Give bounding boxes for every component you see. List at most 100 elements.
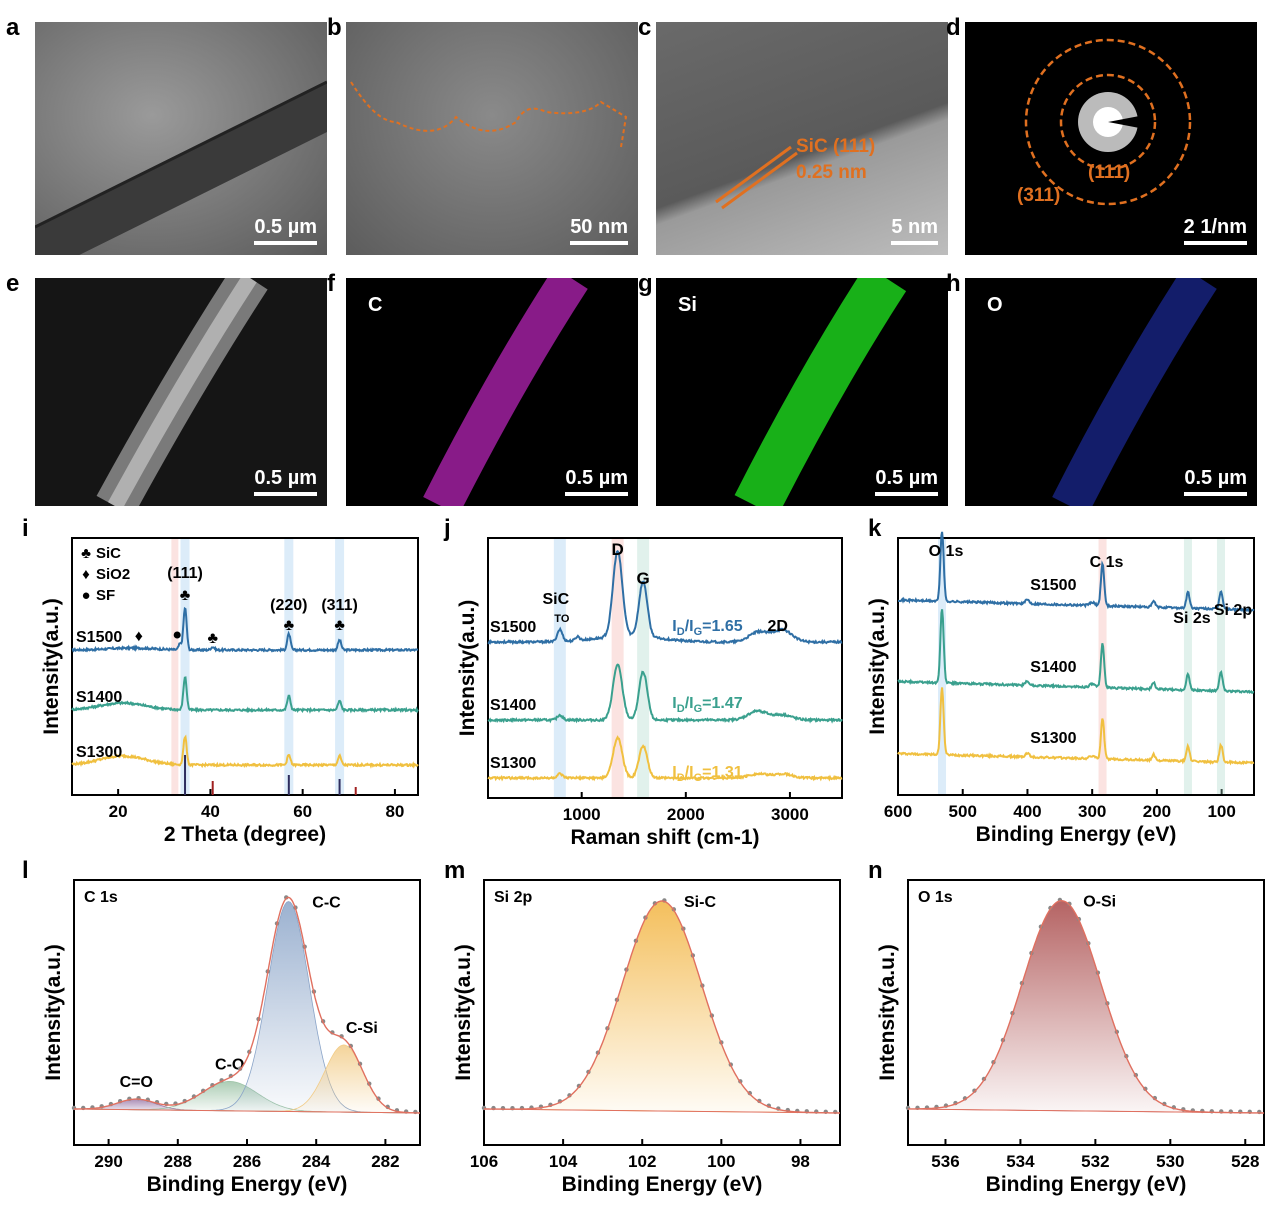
xps-survey-chart: k 600 500 400 300 200 100 Binding Energy (eV) In… xyxy=(866,515,1255,846)
y-axis-label: Intensity(a.u.) xyxy=(42,944,65,1081)
panel-letter-n: n xyxy=(868,857,883,884)
component-label: C-Si xyxy=(346,1020,378,1037)
element-label-si: Si xyxy=(678,294,697,316)
panel-letter-l: l xyxy=(22,857,29,884)
ring-label-311: (311) xyxy=(1017,185,1061,206)
series-line-S1500 xyxy=(487,549,843,646)
sem-image-e: 0.5 µm xyxy=(35,278,327,506)
hrtem-image-c: SiC (111) 0.25 nm 5 nm xyxy=(656,22,948,255)
series-line-S1300 xyxy=(897,687,1255,766)
panel-title: Si 2p xyxy=(494,889,532,906)
legend-label: SiC xyxy=(96,545,121,562)
envelope-fit xyxy=(484,900,840,1114)
scale-bar-a: 0.5 µm xyxy=(254,216,317,245)
scale-bar-e: 0.5 µm xyxy=(254,467,317,496)
series-label: S1500 xyxy=(490,619,536,636)
xps-o1s-chart: n 536 534 532 530 528 Binding Energy (eV) Inten… xyxy=(868,857,1265,1196)
highlight-band xyxy=(171,539,179,794)
xps-si2p-chart: m 106 104 102 100 98 Binding Energy (eV) Intens… xyxy=(444,857,841,1196)
sic-marker: ♣ xyxy=(334,617,345,634)
x-tick-label: 290 xyxy=(94,1152,122,1171)
y-axis-label: Intensity(a.u.) xyxy=(456,600,479,737)
series-label: S1300 xyxy=(490,755,536,772)
x-tick-label: 536 xyxy=(931,1152,959,1171)
panel-letter-d: d xyxy=(946,14,961,41)
band-label: 2D xyxy=(767,618,787,635)
series-line-S1500 xyxy=(898,531,1255,613)
x-tick-label: 400 xyxy=(1013,802,1041,821)
eds-map-si: Si 0.5 µm xyxy=(656,278,948,506)
xrd-chart: i 20 40 60 80 2 Theta (degree) Intensity(a.u.)… xyxy=(22,515,419,846)
sf-marker xyxy=(173,631,181,639)
y-axis-label: Intensity(a.u.) xyxy=(40,598,63,735)
lattice-label: SiC (111) 0.25 nm xyxy=(796,136,876,183)
scale-bar-h: 0.5 µm xyxy=(1184,467,1247,496)
series-line-S1400 xyxy=(71,676,419,714)
scale-bar-c: 5 nm xyxy=(891,216,938,245)
sio2-marker: ♦ xyxy=(135,628,143,645)
x-tick-label: 106 xyxy=(470,1152,498,1171)
data-point xyxy=(652,901,658,906)
x-axis-label: Binding Energy (eV) xyxy=(976,823,1177,846)
panel-title: O 1s xyxy=(918,889,953,906)
plot-frame xyxy=(483,879,841,1146)
highlight-band xyxy=(1216,539,1225,794)
highlight-band xyxy=(938,539,947,794)
x-tick-label: 600 xyxy=(884,802,912,821)
eds-map-o: O 0.5 µm xyxy=(965,278,1257,506)
peak-label: (111) xyxy=(167,565,203,582)
legend-symbol: ● xyxy=(81,587,90,604)
x-tick-label: 530 xyxy=(1156,1152,1184,1171)
component-label: Si-C xyxy=(684,894,716,911)
peak-label: O 1s xyxy=(929,543,964,560)
x-tick-label: 284 xyxy=(302,1152,331,1171)
legend-label: SiO2 xyxy=(96,566,130,583)
legend-symbol: ♣ xyxy=(81,545,91,562)
series-label: S1500 xyxy=(76,629,122,646)
component-label: C=O xyxy=(120,1074,153,1091)
panel-letter-c: c xyxy=(638,14,652,41)
element-label-o: O xyxy=(987,294,1003,316)
x-tick-label: 528 xyxy=(1231,1152,1259,1171)
x-tick-label: 20 xyxy=(109,802,128,821)
scale-bar-f: 0.5 µm xyxy=(565,467,628,496)
saed-image-d: (311) (111) 2 1/nm xyxy=(965,22,1257,255)
legend-symbol: ♦ xyxy=(82,566,90,583)
peak-label: Si 2s xyxy=(1173,610,1210,627)
scale-bar-d: 2 1/nm xyxy=(1183,216,1247,245)
tem-image-a: 0.5 µm xyxy=(35,22,327,255)
series-label: S1300 xyxy=(76,744,122,761)
id-ig-ratio: ID/IG=1.47 xyxy=(672,695,742,715)
x-tick-label: 3000 xyxy=(771,805,809,824)
highlight-band xyxy=(637,539,650,797)
sic-marker: ♣ xyxy=(207,630,218,647)
series-line-S1400 xyxy=(897,609,1255,694)
x-tick-label: 286 xyxy=(233,1152,261,1171)
x-tick-label: 98 xyxy=(791,1152,810,1171)
series-label: S1500 xyxy=(1030,577,1076,594)
x-axis-label: Binding Energy (eV) xyxy=(986,1173,1187,1196)
x-tick-label: 532 xyxy=(1081,1152,1109,1171)
background-line xyxy=(73,1108,421,1114)
plot-frame xyxy=(487,537,843,799)
highlight-band xyxy=(611,539,624,797)
x-tick-label: 282 xyxy=(371,1152,399,1171)
sic-marker: ♣ xyxy=(284,617,295,634)
peak-label: C 1s xyxy=(1090,554,1124,571)
x-tick-label: 104 xyxy=(549,1152,578,1171)
x-tick-label: 300 xyxy=(1078,802,1106,821)
series-line-S1300 xyxy=(71,734,419,769)
x-tick-label: 60 xyxy=(293,802,312,821)
plot-frame xyxy=(897,537,1255,796)
panel-letter-m: m xyxy=(444,857,465,884)
id-ig-ratio: ID/IG=1.65 xyxy=(672,618,742,638)
component-label: C-C xyxy=(312,894,341,911)
raman-chart: j 1000 2000 3000 Raman shift (cm-1) Intensity… xyxy=(443,515,843,849)
panel-letter-h: h xyxy=(946,270,961,297)
band-label: G xyxy=(637,569,650,588)
series-label: S1300 xyxy=(1030,730,1076,747)
diffraction-rings xyxy=(1024,38,1192,206)
x-tick-label: 102 xyxy=(628,1152,656,1171)
eds-fiber-si xyxy=(734,278,907,506)
y-axis-label: Intensity(a.u.) xyxy=(452,944,475,1081)
